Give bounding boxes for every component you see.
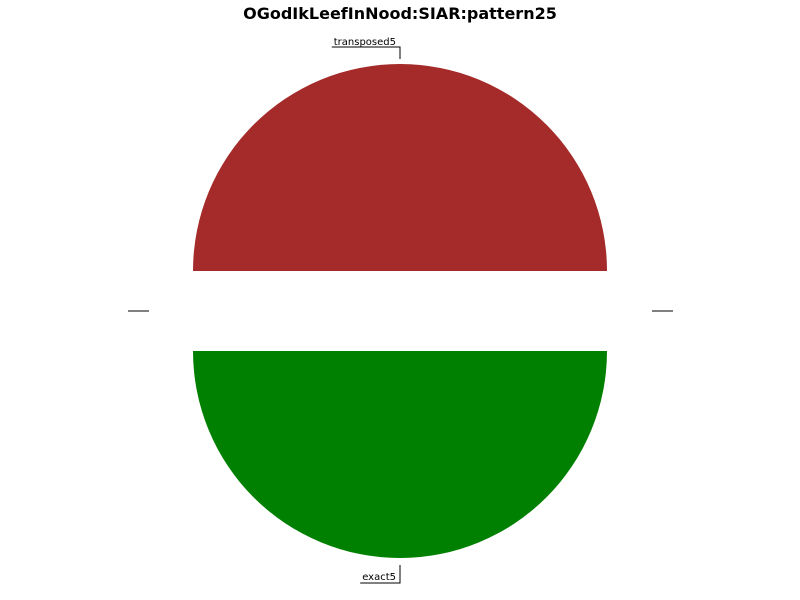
pie-slices <box>193 64 607 558</box>
pie-slice-transposed5 <box>193 64 607 271</box>
leader-line-transposed5 <box>331 46 401 59</box>
slice-label-exact5: exact5 <box>362 572 396 583</box>
leader-line-exact5 <box>360 565 401 584</box>
pie-slice-exact5 <box>193 351 607 558</box>
slice-labels: transposed5 exact5 <box>331 37 401 584</box>
chart-title: OGodIkLeefInNood:SIAR:pattern25 <box>243 4 557 23</box>
slice-label-transposed5: transposed5 <box>334 37 396 48</box>
